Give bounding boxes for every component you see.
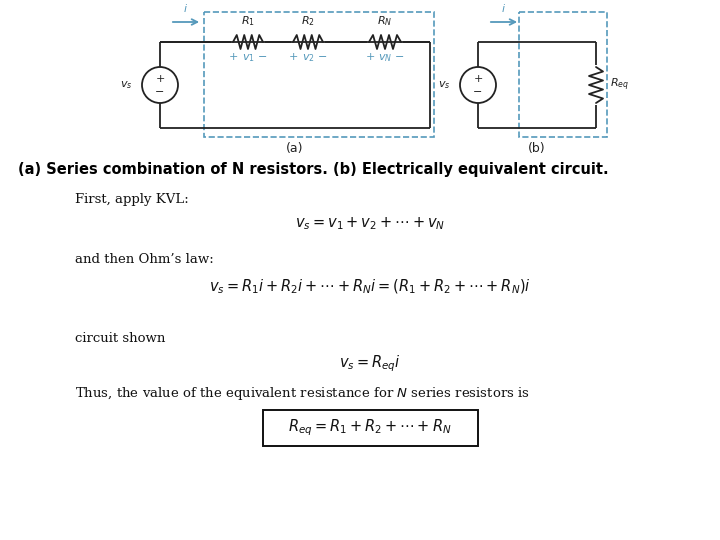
Text: $v_s$: $v_s$	[120, 79, 132, 91]
Text: circuit shown: circuit shown	[75, 332, 166, 345]
Text: −: −	[395, 52, 405, 62]
Text: +: +	[228, 52, 238, 62]
Text: $v_s$: $v_s$	[438, 79, 450, 91]
Text: Thus, the value of the equivalent resistance for $N$ series resistors is: Thus, the value of the equivalent resist…	[75, 385, 530, 402]
Text: +: +	[288, 52, 297, 62]
Text: First, apply KVL:: First, apply KVL:	[75, 193, 189, 206]
Text: $v_2$: $v_2$	[302, 52, 315, 64]
Text: $R_2$: $R_2$	[301, 14, 315, 28]
Text: $i$: $i$	[184, 2, 189, 14]
Text: −: −	[258, 52, 268, 62]
Bar	[519, 12, 607, 137]
Bar	[204, 12, 434, 137]
Text: - - -: - - -	[332, 36, 361, 46]
Text: $v_1$: $v_1$	[242, 52, 254, 64]
Text: $R_{eq} = R_1 + R_2 + \cdots + R_N$: $R_{eq} = R_1 + R_2 + \cdots + R_N$	[288, 418, 452, 438]
Text: +: +	[473, 74, 482, 84]
Text: −: −	[156, 87, 165, 97]
Text: $v_s = v_1 + v_2 + \cdots + v_N$: $v_s = v_1 + v_2 + \cdots + v_N$	[295, 215, 445, 232]
Text: +: +	[365, 52, 374, 62]
Text: $v_N$: $v_N$	[378, 52, 392, 64]
Text: (a) Series combination of N resistors. (b) Electrically equivalent circuit.: (a) Series combination of N resistors. (…	[18, 162, 608, 177]
Text: −: −	[473, 87, 482, 97]
Text: +: +	[156, 74, 165, 84]
Text: $i$: $i$	[502, 2, 506, 14]
Text: $v_s = R_{eq} i$: $v_s = R_{eq} i$	[339, 353, 401, 374]
Text: $v_s = R_1 i + R_2 i + \cdots + R_N i = (R_1 + R_2 + \cdots + R_N)i$: $v_s = R_1 i + R_2 i + \cdots + R_N i = …	[209, 278, 531, 296]
Text: (b): (b)	[528, 142, 546, 155]
Text: $R_{eq}$: $R_{eq}$	[610, 77, 629, 93]
Text: and then Ohm’s law:: and then Ohm’s law:	[75, 253, 214, 266]
Text: (a): (a)	[287, 142, 304, 155]
Text: −: −	[318, 52, 328, 62]
Bar	[263, 410, 477, 446]
Text: $R_N$: $R_N$	[377, 14, 392, 28]
Text: $R_1$: $R_1$	[241, 14, 255, 28]
